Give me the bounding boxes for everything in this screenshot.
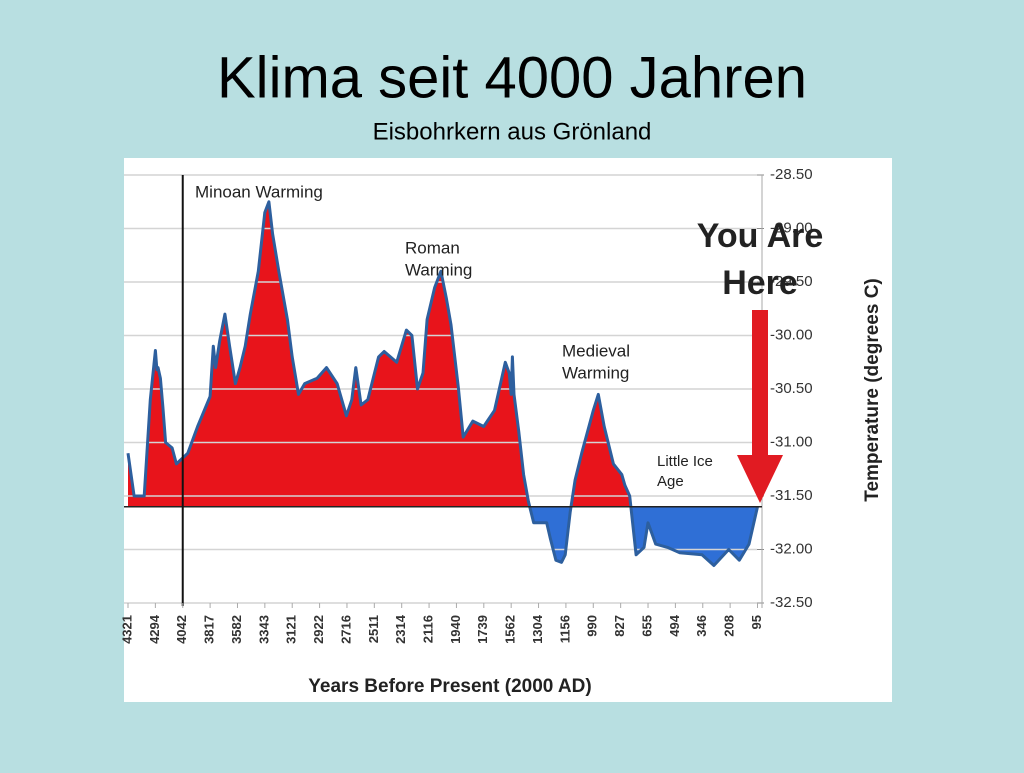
y-tick-label: -30.50 — [770, 380, 813, 397]
y-tick-label: -28.50 — [770, 166, 813, 183]
x-tick-label: 2511 — [366, 615, 381, 643]
x-tick-label: 1304 — [530, 614, 545, 644]
annotation: Minoan Warming — [195, 182, 323, 201]
temperature-line — [126, 200, 759, 567]
y-tick-label: -31.00 — [770, 433, 813, 450]
y-tick-label: -32.00 — [770, 540, 813, 557]
y-tick-label: -30.00 — [770, 326, 813, 343]
x-tick-label: 95 — [749, 615, 764, 629]
y-tick-label: -32.50 — [770, 594, 813, 611]
x-tick-label: 4294 — [147, 614, 162, 644]
slide-title: Klima seit 4000 Jahren — [217, 45, 807, 110]
annotation: Medieval — [562, 341, 630, 360]
y-tick-label: -29.00 — [770, 219, 813, 236]
x-tick-label: 4321 — [119, 615, 134, 644]
x-tick-label: 1739 — [475, 615, 490, 644]
annotation: Little Ice — [657, 453, 713, 470]
x-tick-label: 827 — [612, 615, 627, 637]
x-tick-label: 1562 — [503, 615, 518, 644]
x-tick-label: 990 — [585, 615, 600, 637]
annotation: Age — [657, 473, 684, 490]
y-axis-label: Temperature (degrees C) — [862, 278, 883, 502]
y-tick-label: -29.50 — [770, 273, 813, 290]
x-axis-label: Years Before Present (2000 AD) — [308, 676, 591, 697]
y-tick-label: -31.50 — [770, 487, 813, 504]
annotation: Warming — [562, 363, 629, 382]
x-tick-label: 346 — [694, 615, 709, 637]
x-tick-label: 1156 — [557, 615, 572, 643]
area-below — [529, 506, 758, 566]
annotation: You Are — [697, 217, 824, 255]
x-tick-label: 3817 — [202, 615, 217, 644]
x-tick-label: 2314 — [393, 614, 408, 644]
x-tick-label: 655 — [639, 615, 654, 637]
x-tick-label: 1940 — [448, 615, 463, 644]
slide-subtitle: Eisbohrkern aus Grönland — [373, 118, 652, 145]
x-tick-label: 3343 — [256, 615, 271, 644]
x-tick-label: 208 — [722, 615, 737, 637]
annotation: Here — [722, 264, 798, 302]
x-tick-label: 494 — [667, 614, 682, 636]
x-tick-label: 2716 — [338, 615, 353, 644]
arrow — [737, 310, 783, 503]
x-tick-label: 2116 — [421, 615, 436, 643]
annotation: Roman — [405, 238, 460, 257]
x-tick-label: 3582 — [229, 615, 244, 644]
x-tick-label: 4042 — [174, 615, 189, 644]
annotation: Warming — [405, 260, 472, 279]
x-tick-label: 2922 — [311, 615, 326, 644]
plot: -28.50 -29.00 -29.50 -30.00 -30.50 -31.00 -31.… — [119, 166, 823, 644]
area-above — [128, 201, 758, 507]
x-tick-label: 3121 — [284, 615, 299, 644]
